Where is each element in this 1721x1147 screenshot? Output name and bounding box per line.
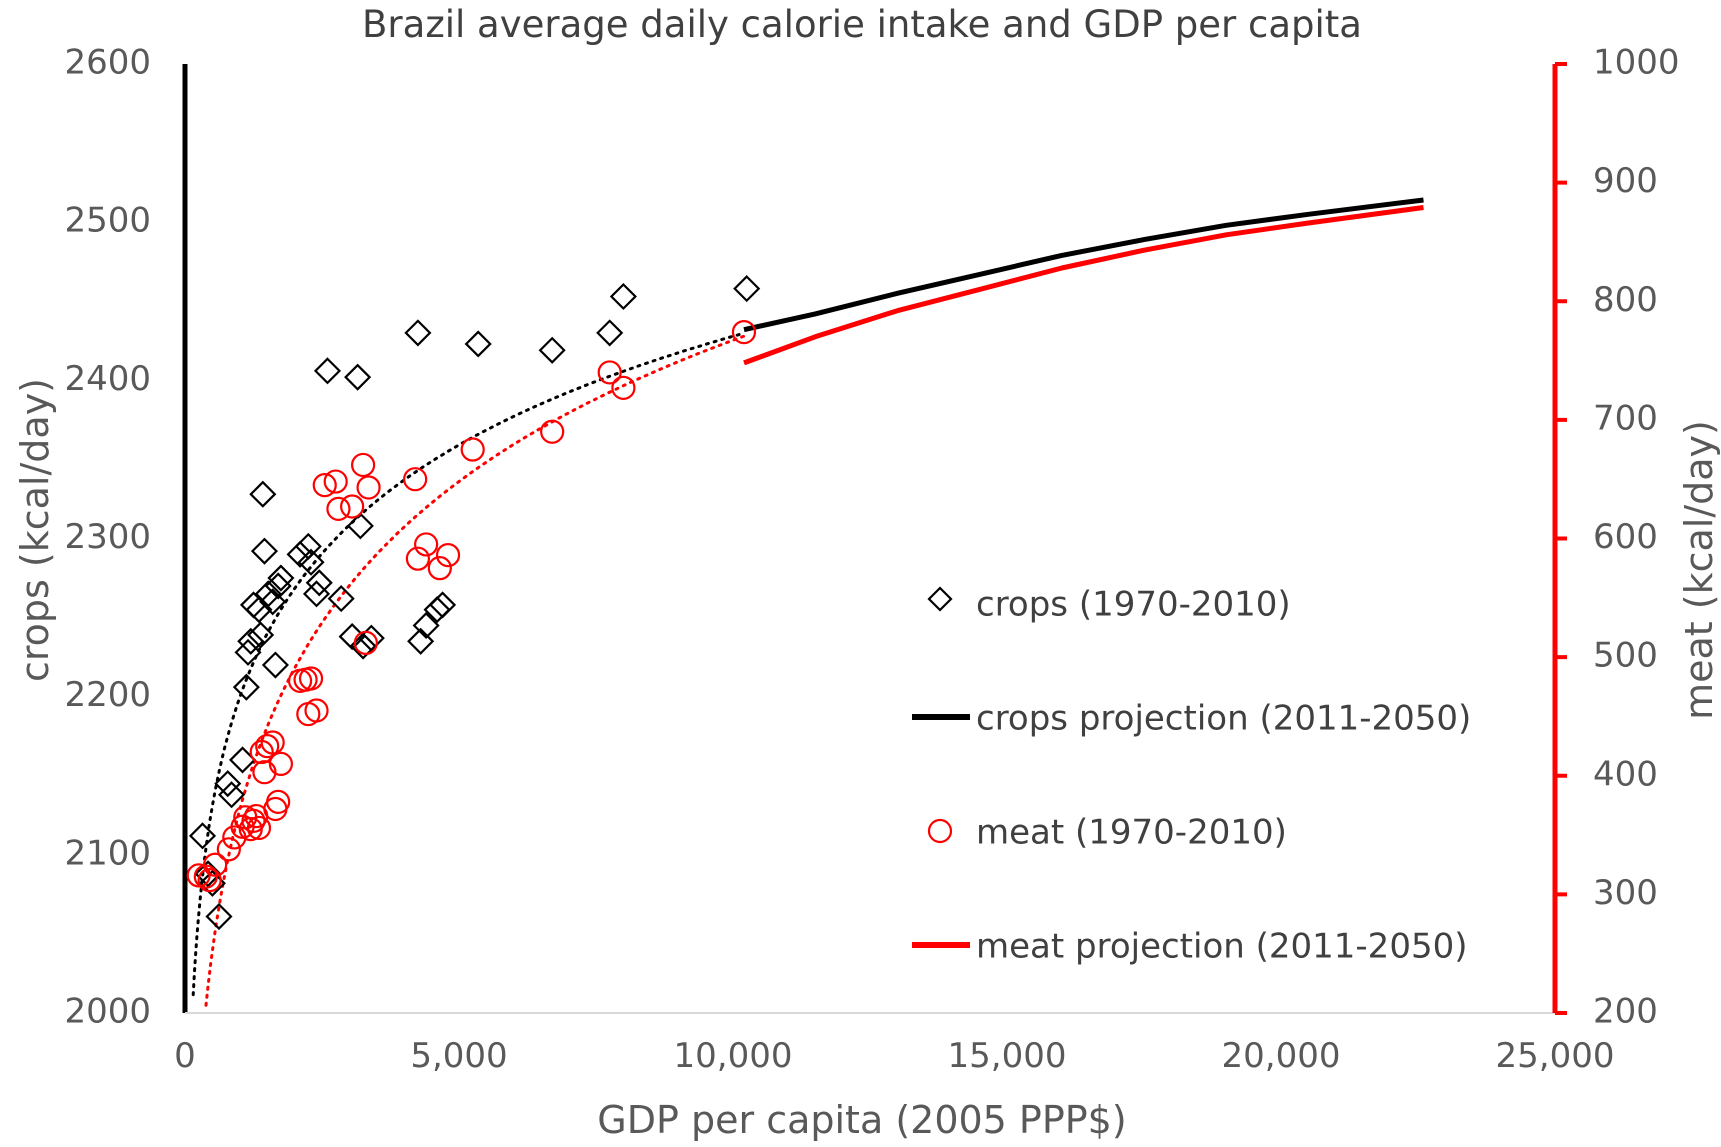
y-left-tick-label: 2100 xyxy=(64,833,151,873)
legend-label-crops-projection: crops projection (2011-2050) xyxy=(976,699,1471,739)
crops-point xyxy=(305,582,329,606)
x-tick-label: 10,000 xyxy=(674,1036,793,1076)
x-tick-label: 15,000 xyxy=(948,1036,1067,1076)
chart-title: Brazil average daily calorie intake and … xyxy=(362,3,1362,46)
x-tick-label: 5,000 xyxy=(410,1036,507,1076)
meat-point xyxy=(358,476,380,498)
y-right-tick-label: 700 xyxy=(1593,398,1658,438)
y-left-tick-label: 2200 xyxy=(64,675,151,715)
y-axis-left-label: crops (kcal/day) xyxy=(13,378,57,682)
y-left-tick-label: 2400 xyxy=(64,359,151,399)
crops-point xyxy=(252,539,276,563)
legend-label-meat: meat (1970-2010) xyxy=(976,813,1287,853)
x-tick-label: 20,000 xyxy=(1222,1036,1341,1076)
meat-projection-line xyxy=(744,208,1424,363)
crops-point xyxy=(346,365,370,389)
meat-point xyxy=(352,454,374,476)
meat-point xyxy=(541,421,563,443)
meat-point xyxy=(341,495,363,517)
y-right-tick-label: 400 xyxy=(1593,754,1658,794)
x-axis-label: GDP per capita (2005 PPP$) xyxy=(597,1098,1126,1142)
crops-point xyxy=(220,783,244,807)
crops-point xyxy=(425,598,449,622)
meat-point xyxy=(429,557,451,579)
legend-label-meat-projection: meat projection (2011-2050) xyxy=(976,927,1467,967)
meat-point xyxy=(733,321,755,343)
y-right-tick-label: 1000 xyxy=(1593,43,1680,83)
crops-point xyxy=(216,772,240,796)
crops-point xyxy=(540,338,564,362)
crops-point xyxy=(466,332,490,356)
crops-point xyxy=(263,653,287,677)
legend-swatch-meat xyxy=(929,820,951,842)
crops-trend-line xyxy=(193,333,744,994)
crops-point xyxy=(431,593,455,617)
meat-trend-line xyxy=(206,336,744,1005)
crops-point xyxy=(242,593,266,617)
crops-point xyxy=(611,285,635,309)
plot-area: 0 5,000 10,000 15,000 20,000 25,000 2000 2100 22… xyxy=(64,43,1679,1077)
meat-point xyxy=(462,439,484,461)
y-left-tick-label: 2000 xyxy=(64,992,151,1032)
crops-point xyxy=(406,321,430,345)
legend-swatch-crops xyxy=(929,588,951,610)
x-tick-label: 0 xyxy=(174,1036,196,1076)
meat-point xyxy=(306,700,328,722)
y-right-tick-label: 500 xyxy=(1593,636,1658,676)
y-axis-right-label: meat (kcal/day) xyxy=(1677,420,1721,720)
y-right-tick-label: 600 xyxy=(1593,517,1658,557)
y-right-tick-label: 300 xyxy=(1593,873,1658,913)
crops-point xyxy=(315,359,339,383)
crops-point xyxy=(191,824,215,848)
crops-point xyxy=(598,321,622,345)
x-tick-label: 25,000 xyxy=(1496,1036,1615,1076)
y-left-tick-label: 2600 xyxy=(64,43,151,83)
crops-point xyxy=(251,482,275,506)
meat-point xyxy=(437,544,459,566)
legend: crops (1970-2010) crops projection (2011… xyxy=(912,585,1471,967)
y-right-tick-label: 800 xyxy=(1593,280,1658,320)
y-left-tick-label: 2300 xyxy=(64,517,151,557)
y-right-tick-label: 200 xyxy=(1593,992,1658,1032)
y-right-tick-label: 900 xyxy=(1593,161,1658,201)
legend-label-crops: crops (1970-2010) xyxy=(976,585,1291,625)
meat-point xyxy=(267,791,289,813)
y-left-tick-label: 2500 xyxy=(64,201,151,241)
crops-point xyxy=(735,277,759,301)
